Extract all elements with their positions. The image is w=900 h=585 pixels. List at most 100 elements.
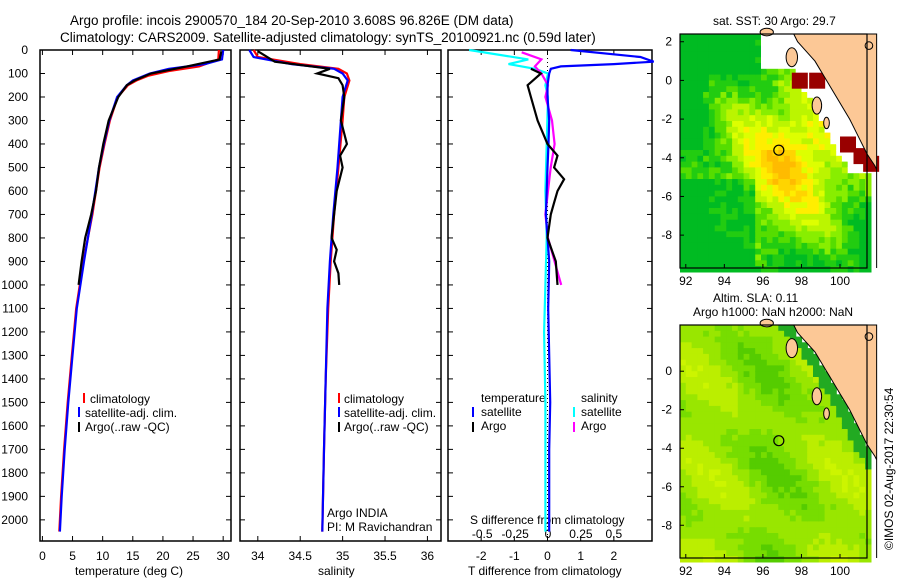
map-cell <box>685 440 693 447</box>
map-cell <box>714 498 722 505</box>
map-cell <box>714 434 722 442</box>
map-cell <box>841 208 849 215</box>
map-cell <box>807 184 814 192</box>
map-cell <box>755 144 762 151</box>
map-cell <box>697 342 704 349</box>
map-cell <box>714 463 722 470</box>
map-cell <box>772 248 779 256</box>
map-cell <box>865 498 872 505</box>
map-cell <box>732 423 739 430</box>
map-cell <box>772 237 779 244</box>
map-cell <box>859 254 866 261</box>
map-cell <box>813 486 820 494</box>
map-cell <box>703 45 710 52</box>
map-cell <box>685 173 693 180</box>
map-cell <box>853 515 860 522</box>
map-cell <box>853 486 860 494</box>
map-cell <box>784 132 791 139</box>
map-cell <box>836 161 843 168</box>
s-tick-label: -0.25 <box>501 527 529 541</box>
map-cell <box>703 498 710 505</box>
map-cell <box>830 132 837 139</box>
map-cell <box>830 457 837 465</box>
map-cell <box>841 266 849 273</box>
map-cell <box>749 481 756 488</box>
map-cell <box>795 359 803 367</box>
map-cell <box>726 132 733 139</box>
map-cell <box>743 434 750 442</box>
map-cell <box>680 446 687 453</box>
map-cell <box>784 80 791 87</box>
map-cell <box>784 353 791 361</box>
map-cell <box>697 115 704 122</box>
map-cell <box>755 475 762 482</box>
map-cell <box>691 533 698 540</box>
map-cell <box>789 423 797 430</box>
map-cell <box>841 184 849 192</box>
map-cell <box>697 429 704 436</box>
map-cell <box>801 68 808 76</box>
map-cell <box>859 492 866 499</box>
map-cell <box>836 544 843 551</box>
map-cell <box>847 219 855 227</box>
map-cell <box>755 452 762 459</box>
map-cell <box>703 231 710 238</box>
map-cell <box>749 260 756 267</box>
map-cell <box>680 486 687 494</box>
map-cell <box>732 440 739 447</box>
map-cell <box>732 144 739 151</box>
map-cell <box>720 45 727 52</box>
map-cell <box>807 515 814 522</box>
map-cell <box>853 463 860 470</box>
map-cell <box>743 405 750 413</box>
map-cell <box>761 260 768 267</box>
series-line-t-argo <box>526 67 566 285</box>
map-cell <box>726 68 733 76</box>
map-cell <box>761 365 768 372</box>
map-cell <box>714 469 722 476</box>
map-cell <box>732 394 739 401</box>
map-cell <box>818 121 826 128</box>
map-cell <box>680 138 687 145</box>
map-cell <box>801 109 808 116</box>
map-cell <box>755 504 762 511</box>
map-cell <box>743 57 750 64</box>
map-cell <box>766 57 774 64</box>
map-cell <box>761 242 768 250</box>
map-cell <box>766 521 774 528</box>
map-cell <box>720 486 727 494</box>
map-cell <box>691 434 698 442</box>
legend-swatch-argo <box>78 422 80 432</box>
map-cell <box>697 80 704 87</box>
map-cell <box>755 423 762 430</box>
map-cell <box>680 248 687 256</box>
map-cell <box>853 260 860 267</box>
map-cell <box>691 423 698 430</box>
map-cell <box>807 481 814 488</box>
map-cell <box>703 63 710 70</box>
map-cell <box>691 469 698 476</box>
map-cell <box>732 51 739 58</box>
map-cell <box>737 115 745 122</box>
map-cell <box>691 219 698 227</box>
map-cell <box>818 161 826 168</box>
map-cell <box>847 527 855 534</box>
map-cell <box>749 109 756 116</box>
map-cell <box>818 486 826 494</box>
map-cell <box>818 457 826 465</box>
map-cell <box>714 138 722 145</box>
map-cell <box>778 196 785 203</box>
map-cell <box>726 121 733 128</box>
plot-frame <box>39 49 232 542</box>
map-cell <box>749 498 756 505</box>
map-cell <box>772 80 779 87</box>
map-cell <box>813 353 820 361</box>
map-cell <box>737 184 745 192</box>
map-cell <box>685 336 693 343</box>
map-cell <box>720 538 727 546</box>
map-cell <box>830 161 837 168</box>
map-cell <box>749 115 756 122</box>
map-cell <box>726 248 733 256</box>
map-cell <box>708 533 716 540</box>
map-cell <box>720 237 727 244</box>
